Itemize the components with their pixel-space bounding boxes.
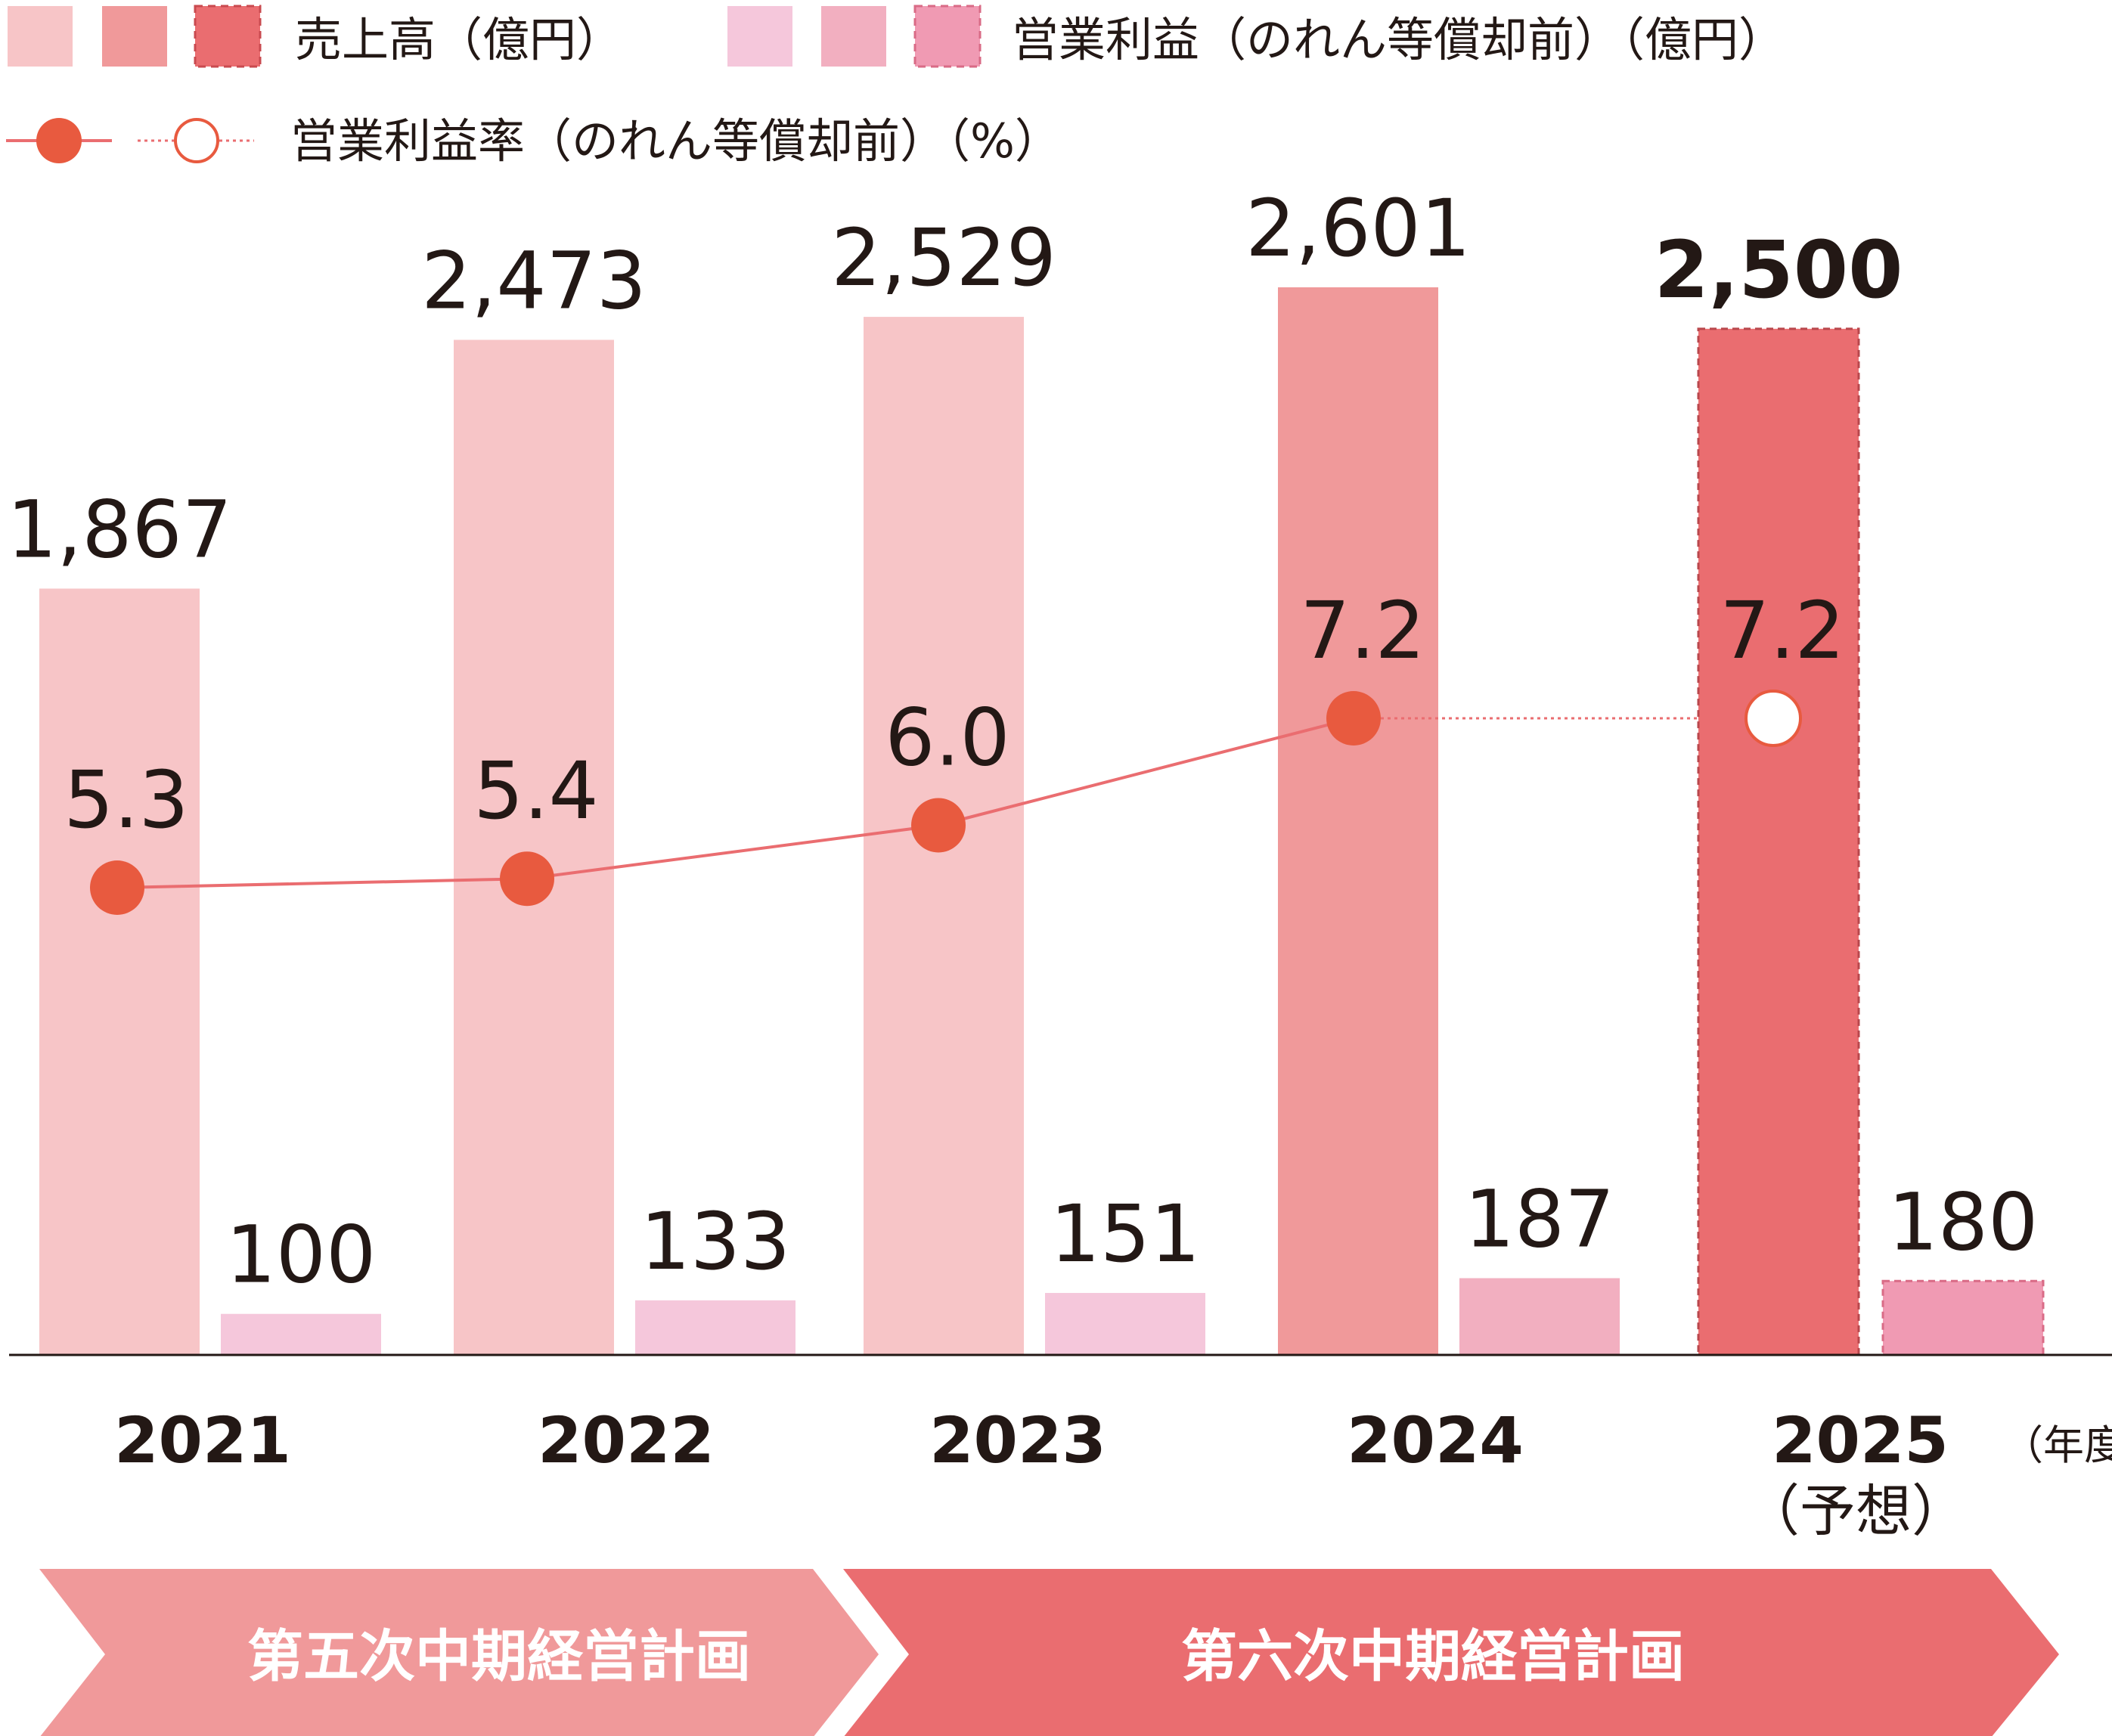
- margin-marker-2025: [1744, 690, 1802, 747]
- profit-value-label-2024: 187: [1465, 1173, 1615, 1265]
- profit-value-label-2025: 180: [1888, 1176, 2039, 1268]
- x-tick-label-2022: 2022: [538, 1403, 715, 1477]
- legend-sales-label: 売上高（億円）: [295, 12, 623, 67]
- x-tick-sublabel-2025: （予想）: [1744, 1479, 1968, 1544]
- x-tick-label-2025: 2025: [1772, 1403, 1949, 1477]
- sales-value-label-2022: 2,473: [421, 234, 647, 327]
- margin-line-segment-2021-2022: [116, 877, 528, 889]
- profit-swatch-forecast: [913, 5, 982, 68]
- value-labels: 1,867 100 2,473 133 2,529 151 2,601 187 2,500 180…: [7, 182, 2038, 1301]
- phase-label-6th-plan: 第六次中期経営計画: [1181, 1624, 1685, 1689]
- margin-value-label-2023: 6.0: [885, 691, 1009, 783]
- x-tick-label-2023: 2023: [929, 1403, 1106, 1477]
- margin-line-segment-2022-2023: [526, 823, 939, 881]
- profit-bar-2022: [635, 1300, 795, 1355]
- legend-margin-label: 営業利益率（のれん等償却前）（%）: [290, 113, 1062, 169]
- profit-bar-2024: [1459, 1278, 1620, 1355]
- sales-bar-2025: [1697, 327, 1860, 1356]
- margin-value-label-2024: 7.2: [1300, 584, 1425, 677]
- phase-label-5th-plan: 第五次中期経営計画: [247, 1624, 751, 1689]
- phase-arrow-5th-plan: [39, 1569, 879, 1736]
- profit-value-label-2021: 100: [226, 1209, 377, 1301]
- profit-bar-2023: [1045, 1293, 1205, 1355]
- sales-bar-2022: [454, 339, 614, 1356]
- phase-bands: 第五次中期経営計画 第六次中期経営計画: [39, 1569, 2059, 1736]
- sales-swatch-actual: [8, 6, 73, 67]
- x-axis-labels: 2021 2022 2023 2024 2025（予想）: [114, 1403, 1968, 1544]
- legend: 売上高（億円） 営業利益（のれん等償却前）（億円） 営業利益率（のれん等償却前）…: [6, 5, 1785, 169]
- margin-legend-actual-marker: [36, 118, 82, 163]
- sales-swatch-forecast: [194, 5, 262, 68]
- margin-line-segment-2023-2024: [938, 717, 1354, 827]
- profit-value-label-2023: 151: [1050, 1188, 1201, 1280]
- profit-swatch-2024: [821, 6, 886, 67]
- legend-profit-label: 営業利益（のれん等償却前）（億円）: [1012, 12, 1785, 67]
- profit-bar-2021: [221, 1313, 381, 1355]
- profit-value-label-2022: 133: [640, 1195, 791, 1288]
- bars: [39, 287, 2045, 1356]
- x-tick-label-2024: 2024: [1347, 1403, 1524, 1477]
- x-axis-unit: （年度）: [2002, 1421, 2112, 1469]
- x-tick-label-2021: 2021: [114, 1403, 291, 1477]
- margin-line-layer: [90, 690, 1802, 915]
- margin-marker-2024: [1326, 691, 1381, 746]
- margin-value-label-2025: 7.2: [1720, 584, 1844, 677]
- phase-arrow-6th-plan: [843, 1569, 2059, 1736]
- margin-marker-2023: [911, 798, 966, 853]
- margin-marker-2021: [90, 860, 144, 915]
- sales-bar-2024: [1278, 287, 1438, 1355]
- sales-value-label-2024: 2,601: [1245, 182, 1471, 274]
- profit-swatch-actual: [727, 6, 792, 67]
- sales-value-label-2023: 2,529: [831, 212, 1056, 304]
- margin-value-label-2021: 5.3: [64, 754, 188, 846]
- margin-marker-2022: [500, 851, 554, 907]
- sales-bar-2021: [39, 588, 200, 1355]
- margin-legend-forecast-marker: [174, 118, 219, 163]
- sales-value-label-2025: 2,500: [1655, 224, 1903, 316]
- margin-value-label-2022: 5.4: [473, 745, 598, 837]
- sales-value-label-2021: 1,867: [7, 483, 232, 575]
- profit-bar-2025: [1881, 1279, 2045, 1356]
- sales-swatch-2024: [102, 6, 167, 67]
